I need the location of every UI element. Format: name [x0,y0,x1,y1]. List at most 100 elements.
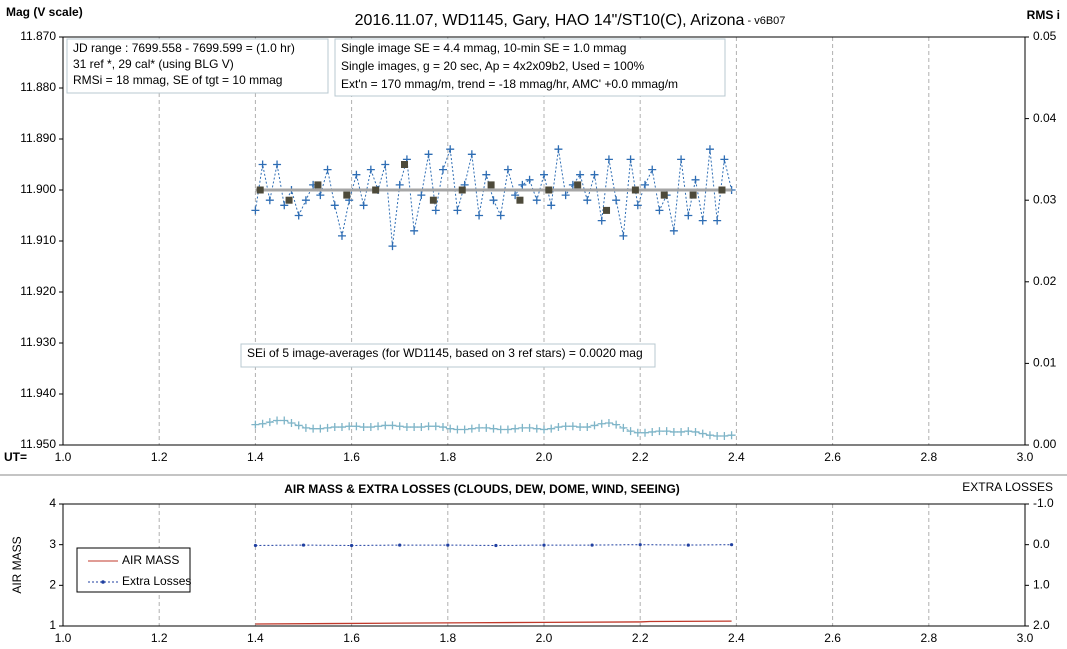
x-axis-label: UT= [4,450,27,464]
point [453,206,462,215]
point [677,155,686,164]
point [467,150,476,159]
point [359,423,368,432]
point [489,196,498,205]
y2-tick-label: 0.0 [1033,537,1050,551]
point [727,431,736,440]
point [547,201,556,210]
point [561,422,570,431]
point [424,422,433,431]
point [381,421,390,430]
y-tick-label: 11.890 [20,131,56,145]
x-tick-label: 1.4 [247,631,264,645]
point [323,165,332,174]
x-tick-label: 2.6 [824,631,841,645]
x-tick-label: 2.0 [536,450,553,464]
point [713,216,722,225]
legend-box [76,547,191,593]
point [638,543,642,547]
y-tick-label: 3 [49,537,56,551]
point [590,170,599,179]
y2-tick-label: 2.0 [1033,618,1050,632]
point [489,424,498,433]
point [256,186,264,194]
y-tick-label: 11.920 [20,284,56,298]
chart-title: 2016.11.07, WD1145, Gary, HAO 14"/ST10(C… [355,12,786,29]
x-tick-label: 2.8 [920,631,937,645]
y-tick-label: 1 [49,618,56,632]
point [460,425,469,434]
x-tick-label: 3.0 [1017,631,1034,645]
point [438,423,447,432]
y2-tick-label: -1.0 [1033,496,1054,510]
point [597,419,606,428]
point [612,196,621,205]
point [429,196,437,204]
point [280,201,289,210]
y2-tick-label: 0.05 [1033,29,1057,43]
point [301,423,310,432]
point [686,543,690,547]
point [323,423,332,432]
title-main: 2016.11.07, WD1145, Gary, HAO 14"/ST10(C… [355,12,745,29]
point [729,543,734,547]
point [705,431,714,440]
point [518,180,527,189]
point [446,543,450,547]
point [516,196,524,204]
point [633,428,642,437]
point [410,423,419,432]
point [316,191,325,200]
point [314,181,322,189]
point [343,191,351,199]
chart-title: AIR MASS & EXTRA LOSSES (CLOUDS, DEW, DO… [284,482,680,496]
point [330,201,339,210]
point [576,170,585,179]
point [487,181,495,189]
point [388,421,397,430]
point [590,421,599,430]
point [603,206,611,214]
point [316,424,325,433]
point [287,418,296,427]
y-tick-label: 11.870 [20,29,56,43]
point [258,160,267,169]
point [554,145,563,154]
point [496,425,505,434]
legend-label: AIR MASS [122,553,179,567]
legend-marker [101,580,105,584]
annotation-text: Single image SE = 4.4 mmag, 10-min SE = … [341,41,626,55]
point [446,145,455,154]
point [309,424,318,433]
point [720,155,729,164]
point [713,432,722,441]
point [431,422,440,431]
point [718,186,726,194]
point [359,201,368,210]
point [583,423,592,432]
y2-tick-label: 1.0 [1033,578,1050,592]
point [251,420,260,429]
y2-tick-label: 0.00 [1033,437,1057,451]
plot-frame [62,36,1026,446]
point [294,421,303,430]
point [631,186,639,194]
x-tick-label: 1.2 [151,631,168,645]
point [301,196,310,205]
point [705,145,714,154]
point [398,543,402,547]
point [612,420,621,429]
point [689,191,697,199]
point [417,191,426,200]
point [273,416,282,425]
point [482,170,491,179]
point [662,427,671,436]
point [475,423,484,432]
point [525,423,534,432]
point [424,150,433,159]
annotation-box [334,38,726,97]
point [561,191,570,200]
point [626,155,635,164]
point [374,422,383,431]
point [458,186,466,194]
